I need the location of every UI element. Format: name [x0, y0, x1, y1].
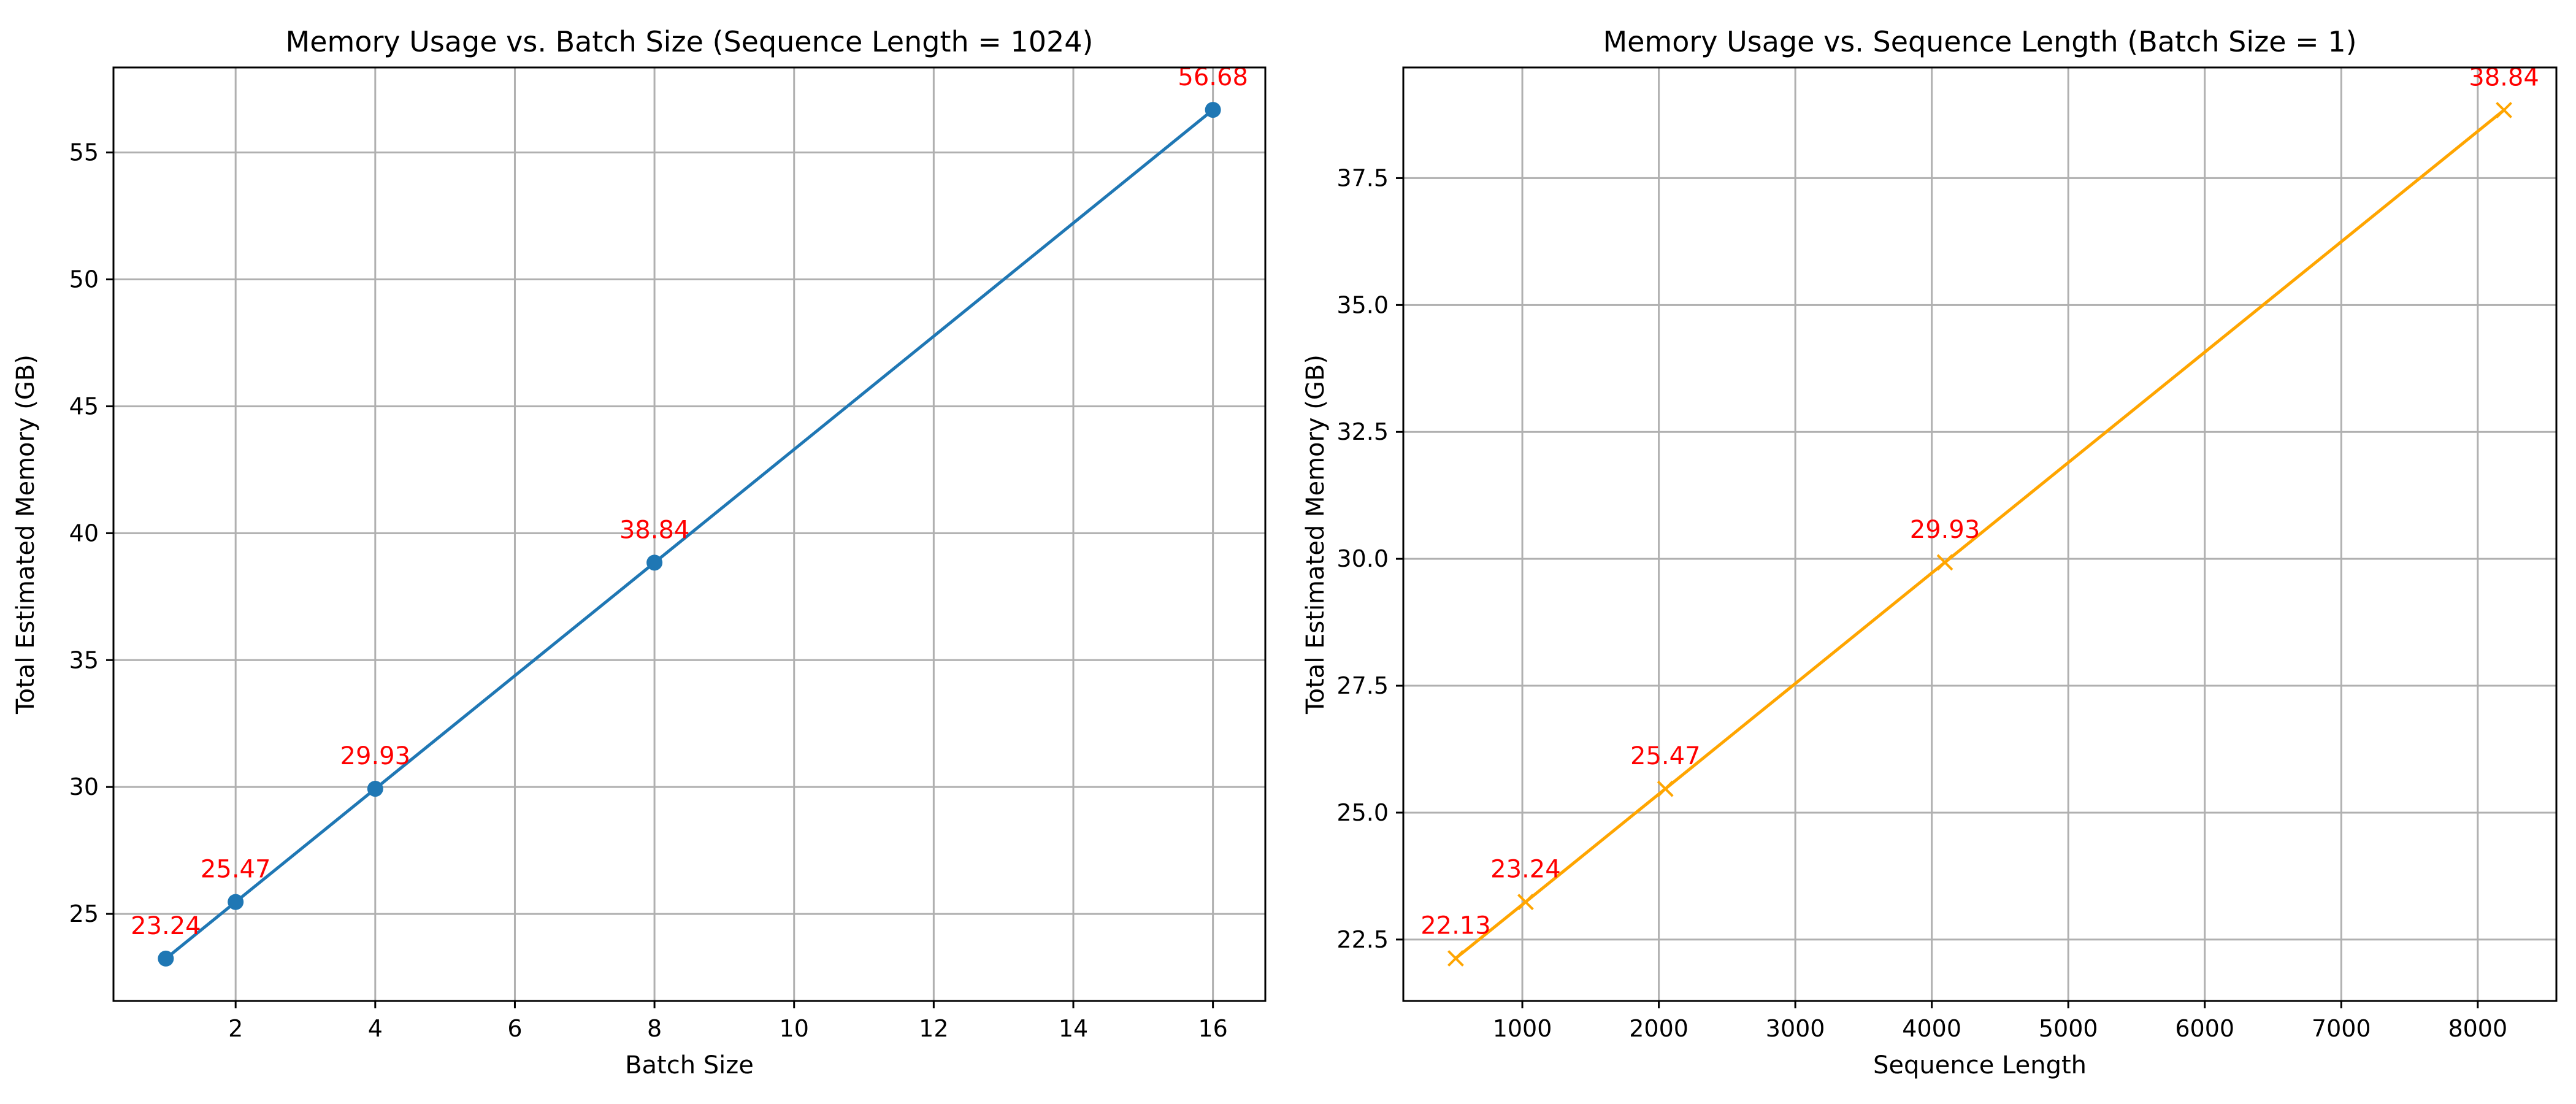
- chart-title: Memory Usage vs. Batch Size (Sequence Le…: [286, 25, 1094, 58]
- data-label: 23.24: [131, 912, 201, 940]
- x-tick-label: 4000: [1902, 1015, 1961, 1042]
- data-point: [646, 554, 663, 571]
- y-tick-label: 55: [69, 139, 99, 166]
- y-tick-label: 25.0: [1336, 799, 1389, 826]
- x-tick-label: 8: [647, 1015, 662, 1042]
- data-point: [1657, 780, 1674, 797]
- x-tick-label: 7000: [2312, 1015, 2371, 1042]
- data-point: [1936, 554, 1953, 571]
- y-axis-label: Total Estimated Memory (GB): [12, 355, 40, 715]
- data-label: 23.24: [1490, 856, 1561, 884]
- x-tick-label: 10: [780, 1015, 809, 1042]
- data-point: [1447, 950, 1464, 967]
- data-point: [228, 894, 244, 910]
- x-tick-label: 2000: [1629, 1015, 1689, 1042]
- y-tick-label: 35.0: [1336, 291, 1389, 318]
- y-tick-label: 50: [69, 266, 99, 293]
- x-tick-label: 14: [1059, 1015, 1088, 1042]
- y-tick-label: 30.0: [1336, 545, 1389, 572]
- plot-frame: [1402, 66, 2558, 1002]
- x-tick-label: 3000: [1766, 1015, 1825, 1042]
- plot-frame: [112, 66, 1267, 1002]
- x-tick-label: 5000: [2039, 1015, 2098, 1042]
- data-label: 25.47: [201, 856, 271, 884]
- y-tick-label: 22.5: [1336, 926, 1389, 953]
- data-label: 25.47: [1630, 742, 1701, 770]
- y-tick-label: 37.5: [1336, 164, 1389, 191]
- data-point: [2496, 102, 2512, 118]
- data-label: 38.84: [619, 516, 690, 544]
- x-tick-label: 16: [1198, 1015, 1227, 1042]
- x-tick-label: 6: [507, 1015, 522, 1042]
- y-tick-label: 40: [69, 519, 99, 546]
- x-axis-label: Sequence Length: [1873, 1051, 2087, 1079]
- x-tick-label: 8000: [2448, 1015, 2507, 1042]
- data-label: 29.93: [340, 742, 411, 770]
- x-tick-label: 12: [919, 1015, 948, 1042]
- data-point: [1205, 102, 1221, 118]
- chart-title: Memory Usage vs. Sequence Length (Batch …: [1603, 25, 2356, 58]
- x-tick-label: 6000: [2175, 1015, 2234, 1042]
- y-tick-label: 27.5: [1336, 672, 1389, 699]
- data-point: [158, 950, 174, 967]
- y-tick-label: 30: [69, 773, 99, 800]
- x-tick-label: 1000: [1493, 1015, 1552, 1042]
- x-axis-label: Batch Size: [625, 1051, 754, 1079]
- x-tick-label: 4: [368, 1015, 383, 1042]
- data-label: 29.93: [1910, 516, 1980, 544]
- y-axis-label: Total Estimated Memory (GB): [1301, 355, 1330, 715]
- y-tick-label: 32.5: [1336, 418, 1389, 445]
- y-tick-label: 25: [69, 900, 99, 927]
- y-tick-label: 45: [69, 393, 99, 420]
- data-label: 22.13: [1420, 911, 1491, 940]
- y-tick-label: 35: [69, 646, 99, 673]
- data-point: [1517, 894, 1534, 911]
- data-point: [367, 781, 383, 797]
- x-tick-label: 2: [228, 1015, 243, 1042]
